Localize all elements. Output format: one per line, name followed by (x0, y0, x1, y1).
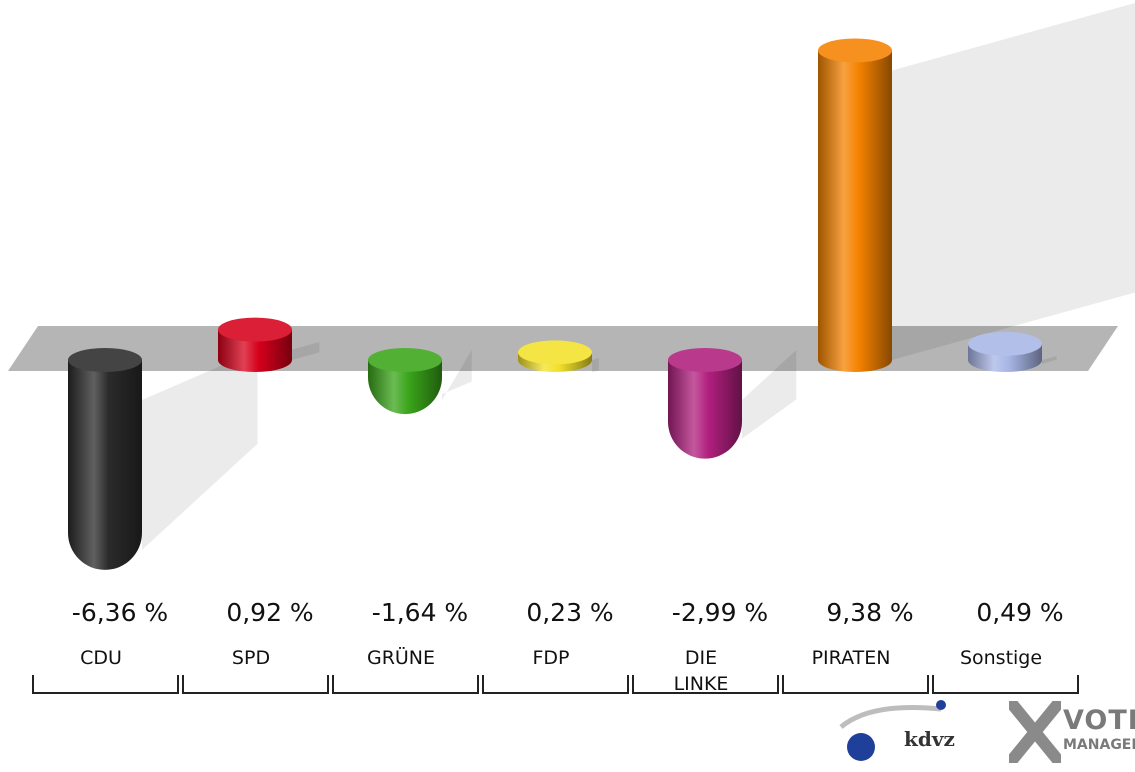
category-label: PIRATEN (811, 647, 891, 669)
value-label: -2,99 % (671, 598, 769, 627)
bar-shadow (142, 350, 258, 550)
bar-shadow (592, 358, 599, 373)
category-bracket (32, 675, 179, 694)
bar-body (68, 360, 142, 570)
bar-cap (668, 348, 742, 372)
category-bracket (782, 675, 929, 694)
category-brackets (32, 675, 1079, 694)
vote-manager-logo: kdvz VOTE MANAGER (831, 697, 1135, 767)
manager-text: MANAGER (1063, 737, 1135, 753)
bar-cap (818, 38, 892, 63)
bar-sonstige (968, 331, 1057, 372)
bar-piraten (818, 2, 1135, 373)
category-bracket (482, 675, 629, 694)
bar-fdp (518, 340, 599, 373)
bar-shadow (1042, 355, 1057, 364)
bar-cap (968, 331, 1042, 356)
kdvz-logo-icon (839, 700, 946, 761)
bar-cap (68, 348, 142, 372)
category-label: Sonstige (959, 647, 1043, 669)
bar-body (218, 329, 292, 372)
bar-body (668, 360, 742, 459)
bars-layer (68, 2, 1135, 570)
category-bracket (632, 675, 779, 694)
value-label: 9,38 % (826, 598, 914, 627)
bar-cap (218, 317, 292, 342)
bar-shadow (292, 342, 320, 360)
category-bracket (182, 675, 329, 694)
bar-grüne (368, 348, 472, 415)
category-label: DIE LINKE (673, 647, 729, 695)
vote-text: VOTE (1063, 705, 1135, 736)
category-label: GRÜNE (366, 647, 436, 669)
bar-cap (518, 340, 592, 365)
value-label: -1,64 % (371, 598, 469, 627)
category-label: FDP (532, 647, 570, 669)
value-label: -6,36 % (71, 598, 169, 627)
bar-shadow (742, 350, 797, 439)
category-label: SPD (231, 647, 271, 669)
category-label: CDU (80, 647, 122, 669)
bar-shadow (892, 2, 1135, 360)
category-bracket (932, 675, 1079, 694)
bar-cap (368, 348, 442, 372)
bar-body (818, 50, 892, 373)
category-bracket (332, 675, 479, 694)
vote-manager-x-icon (1009, 701, 1061, 763)
bar-body (368, 360, 442, 415)
value-label: 0,23 % (526, 598, 614, 627)
kdvz-text: kdvz (904, 727, 955, 751)
bar-cdu (68, 348, 258, 570)
bar-die-linke (668, 348, 797, 459)
value-label: 0,49 % (976, 598, 1064, 627)
bar-spd (218, 317, 320, 372)
bar-shadow (442, 350, 472, 400)
value-label: 0,92 % (226, 598, 314, 627)
